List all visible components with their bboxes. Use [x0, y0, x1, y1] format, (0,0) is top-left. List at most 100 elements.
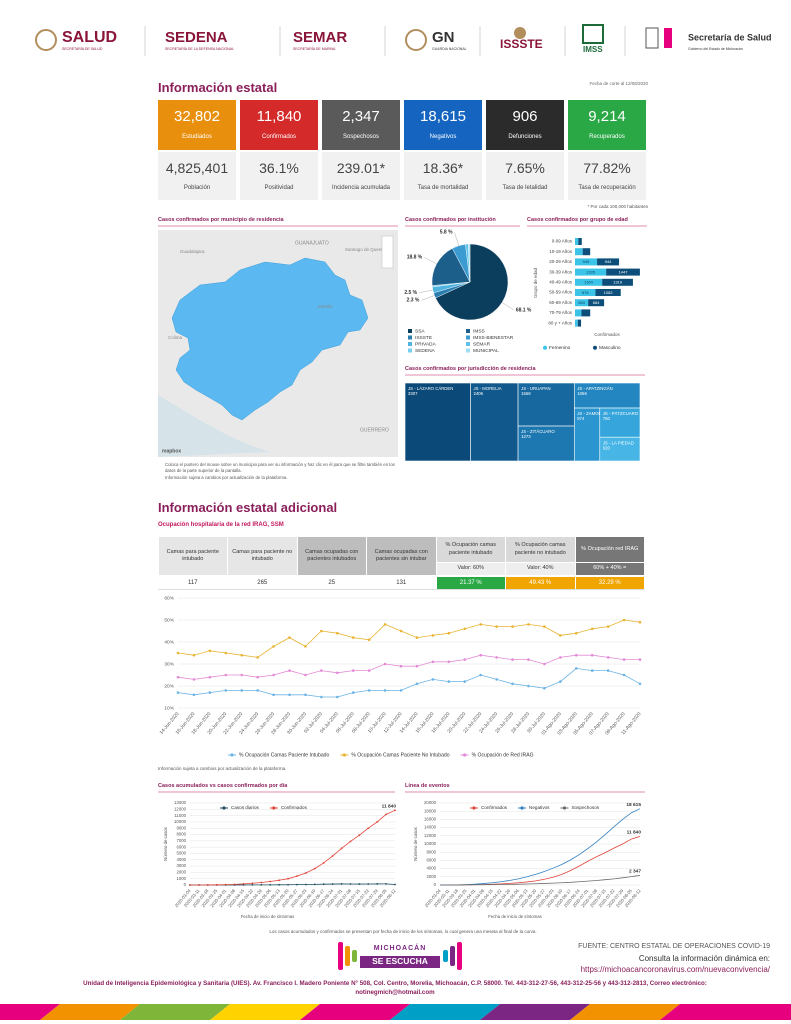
pie-leader	[421, 295, 435, 301]
table-header: % Ocupación red IRAG	[575, 537, 644, 562]
series-point	[415, 636, 419, 639]
y-tick-label: 11000	[174, 813, 186, 818]
campaign-line-1: MICHOACÁN	[373, 945, 427, 952]
kpi-value: 2,347	[342, 108, 380, 125]
series-point	[192, 693, 196, 697]
series-point	[574, 653, 578, 657]
treemap-category: JS - LA PIEDAD	[603, 440, 634, 445]
series-point	[269, 880, 272, 883]
logo-subtitle: GUARDIA NACIONAL	[432, 47, 467, 51]
treemap-category: JS - PÁTZCUARO	[603, 411, 639, 416]
section-title: Casos confirmados por municipio de resid…	[158, 217, 284, 223]
y-axis-label: Número de casos	[163, 827, 168, 861]
legend-label: Confirmados	[481, 805, 508, 810]
series-point	[543, 625, 546, 628]
section-title: Línea de eventos	[405, 783, 450, 789]
y-tick-label: 30%	[164, 661, 174, 667]
series-point	[559, 634, 562, 637]
series-point	[176, 691, 180, 694]
bar-segment	[581, 309, 591, 317]
series-point	[367, 669, 371, 672]
series-point	[336, 695, 339, 699]
y-tick-label: 20-29 Años	[549, 259, 573, 264]
x-axis-label: Confirmados	[594, 332, 620, 337]
legend-swatch	[230, 753, 234, 757]
series-point	[463, 680, 467, 683]
bar-segment	[575, 299, 589, 307]
legend-label: % Ocupación Camas Paciente No Intubado	[351, 752, 449, 758]
y-tick-label: 30-39 Años	[549, 269, 573, 274]
series-point	[224, 883, 227, 886]
legend-swatch	[408, 335, 412, 340]
y-tick-label: 10-19 Años	[549, 249, 573, 254]
legend-swatch	[408, 329, 412, 333]
series-point	[463, 658, 467, 661]
logo-subtitle: SECRETARÍA DE LA DEFENSA NACIONAL	[165, 47, 234, 51]
pie-value-label: 2.5 %	[404, 290, 417, 296]
y-tick-label: 2000	[176, 870, 186, 875]
series-point	[304, 872, 307, 874]
series-point	[606, 669, 610, 672]
series-point	[495, 625, 498, 628]
stat-value: 239.01*	[336, 160, 386, 176]
bar-segment	[578, 238, 582, 245]
series-point	[215, 883, 218, 886]
bar-segment	[575, 268, 607, 276]
treemap-cell	[517, 382, 575, 427]
additional-subtitle: Ocupación hospitalaria de la red IRAG, S…	[158, 522, 284, 528]
treemap-cell	[517, 425, 575, 462]
bar-segment	[575, 238, 579, 245]
table-value: 117	[158, 577, 227, 589]
y-tick-label: 2000	[426, 874, 436, 879]
section-title: Casos confirmados por jurisdicción de re…	[405, 366, 536, 372]
series-point	[349, 883, 352, 885]
series-point	[288, 693, 291, 697]
treemap-category: JS - LÁZARO CÁRDEN	[408, 386, 453, 391]
series-point	[269, 883, 272, 886]
treemap-cell	[470, 382, 519, 462]
legend-label: SEDENA	[415, 348, 436, 354]
x-axis-label: Fecha de inicio de síntomas	[241, 914, 295, 919]
series-point	[367, 827, 370, 830]
map-note: Información sujeta a cambios por actuali…	[165, 475, 288, 480]
table-header: Camas para paciente intubado	[158, 537, 227, 575]
campaign-line-2: SE ESCUCHA	[372, 956, 428, 966]
legend-swatch	[472, 806, 476, 810]
table-header: Camas para paciente no intubado	[228, 537, 297, 575]
legend-label: Masculino	[599, 345, 621, 351]
kpi-value: 9,214	[588, 108, 626, 125]
series-point	[176, 675, 180, 679]
series-point	[224, 673, 228, 677]
y-tick-label: 10000	[174, 819, 187, 824]
stat-box	[240, 152, 318, 200]
bar-value-label: 1164	[584, 280, 593, 285]
series-point	[260, 881, 263, 884]
series-line	[177, 619, 641, 658]
stat-value: 18.36*	[422, 160, 464, 176]
series-point	[349, 840, 352, 843]
series-point	[251, 884, 254, 886]
series-end-label: 11 840	[627, 830, 642, 836]
table-value: 25	[297, 577, 366, 589]
series-point	[288, 669, 291, 672]
bar-value-label: 945	[583, 259, 590, 264]
y-tick-label: 80 y + Años	[548, 320, 572, 325]
series-point	[313, 867, 316, 870]
bar-segment	[597, 258, 620, 266]
pie-slice	[431, 248, 471, 286]
series-point	[622, 618, 626, 622]
y-tick-label: 3000	[176, 863, 186, 868]
stat-label: Tasa de recuperación	[578, 185, 636, 191]
series-point	[383, 689, 387, 692]
logo-emblem	[645, 27, 659, 49]
series-point	[240, 653, 244, 657]
series-point	[622, 673, 626, 677]
kpi-value: 32,802	[174, 108, 220, 125]
kpi-box	[486, 100, 564, 150]
y-tick-label: 0	[434, 882, 437, 887]
pie-leader	[454, 232, 459, 246]
series-point	[479, 653, 482, 657]
treemap-cell	[404, 382, 471, 462]
kpi-label: Sospechosos	[342, 134, 380, 140]
series-point	[527, 623, 530, 626]
